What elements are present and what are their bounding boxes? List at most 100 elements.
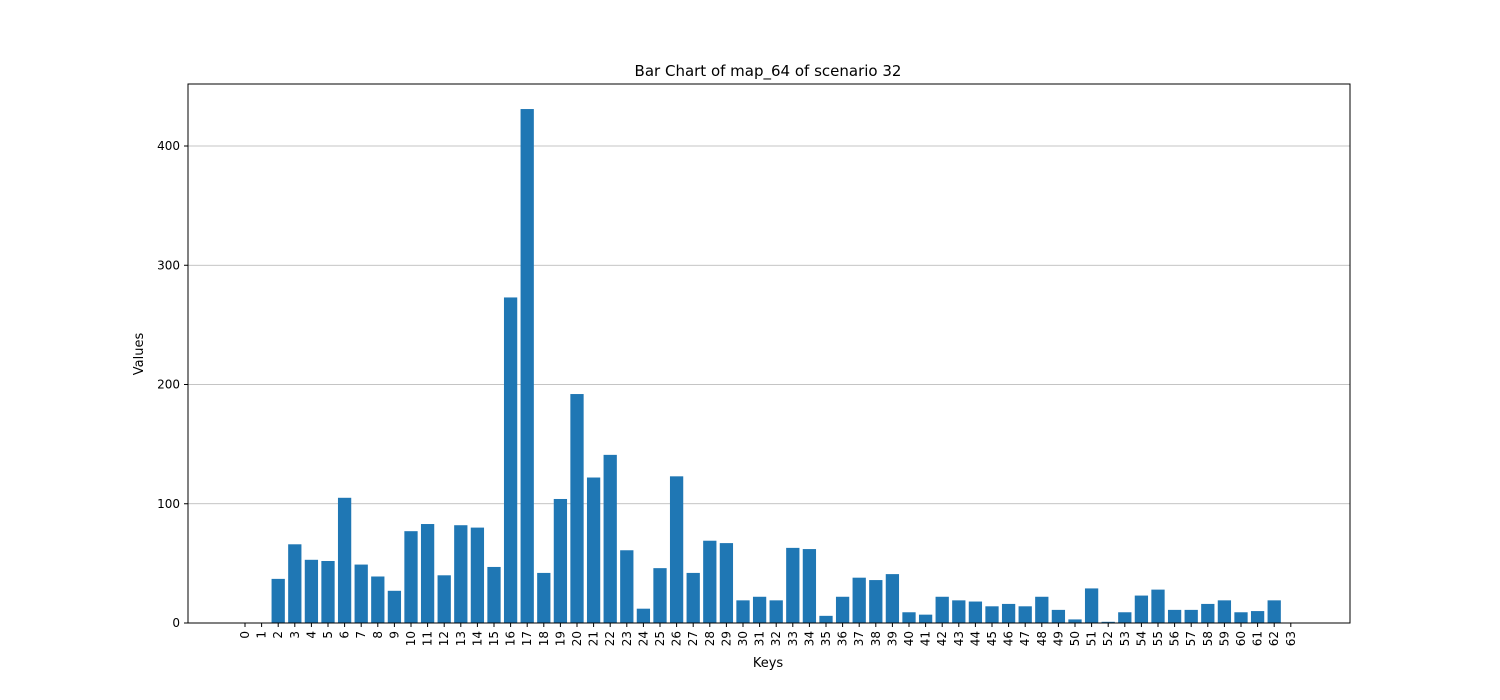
y-tick-label: 400 (157, 139, 180, 153)
x-tick-label: 56 (1168, 631, 1182, 646)
bar-23 (620, 550, 634, 623)
x-tick-label: 63 (1284, 631, 1298, 646)
x-tick-label: 61 (1251, 631, 1265, 646)
bar-58 (1201, 603, 1215, 623)
x-tick-label: 22 (603, 631, 617, 646)
bar-45 (985, 606, 999, 623)
x-tick-label: 23 (620, 631, 634, 646)
x-tick-label: 42 (935, 631, 949, 646)
bar-61 (1250, 611, 1265, 623)
bar-50 (1068, 619, 1082, 623)
bar-48 (1035, 596, 1049, 623)
x-tick-label: 20 (570, 631, 584, 646)
bar-12 (437, 575, 451, 623)
x-tick-label: 45 (985, 631, 999, 646)
bar-60 (1234, 612, 1248, 623)
bar-33 (786, 547, 800, 623)
bar-4 (304, 559, 319, 623)
x-tick-label: 40 (902, 631, 916, 646)
bar-16 (503, 297, 518, 623)
x-tick-label: 59 (1217, 631, 1231, 646)
bar-5 (321, 560, 335, 623)
x-tick-label: 43 (952, 631, 966, 646)
bar-22 (603, 454, 617, 623)
x-tick-label: 31 (753, 631, 767, 646)
bar-62 (1267, 600, 1281, 623)
bar-17 (520, 109, 534, 623)
grid-lines (188, 145, 1350, 505)
x-tick-label: 49 (1051, 631, 1065, 646)
bar-47 (1018, 606, 1032, 623)
x-tick-label: 57 (1184, 631, 1198, 646)
x-tick-label: 8 (371, 631, 385, 639)
x-tick-label: 38 (869, 631, 883, 646)
bar-14 (470, 527, 485, 623)
bar-44 (968, 601, 983, 623)
bar-11 (420, 524, 435, 623)
x-tick-label: 62 (1267, 631, 1281, 646)
bar-20 (570, 394, 584, 623)
y-axis: 0 100 200 300 400 (157, 139, 188, 630)
bar-53 (1118, 612, 1132, 623)
x-tick-label: 41 (919, 631, 933, 646)
bar-30 (736, 600, 750, 623)
bar-18 (537, 572, 551, 623)
x-tick-label: 36 (836, 631, 850, 646)
bar-9 (387, 590, 402, 623)
x-tick-label: 53 (1118, 631, 1132, 646)
bar-37 (852, 577, 866, 623)
x-tick-label: 34 (802, 631, 816, 646)
bar-29 (719, 543, 734, 623)
bar-56 (1167, 609, 1182, 623)
x-tick-label: 47 (1018, 631, 1032, 646)
bar-34 (802, 549, 817, 623)
x-tick-label: 16 (504, 631, 518, 646)
plot-frame (187, 83, 1351, 624)
bar-24 (636, 608, 651, 623)
x-tick-label: 19 (553, 631, 567, 646)
x-tick-label: 58 (1201, 631, 1215, 646)
x-tick-label: 15 (487, 631, 501, 646)
x-tick-label: 5 (321, 631, 335, 639)
bar-38 (869, 580, 883, 623)
x-tick-label: 48 (1035, 631, 1049, 646)
bar-54 (1134, 595, 1149, 623)
x-tick-label: 26 (670, 631, 684, 646)
x-tick-label: 51 (1085, 631, 1099, 646)
x-tick-label: 29 (719, 631, 733, 646)
bar-36 (835, 596, 850, 623)
bar-19 (553, 498, 568, 623)
bar-10 (404, 531, 418, 623)
x-tick-label: 18 (537, 631, 551, 646)
bar-3 (288, 544, 302, 623)
x-tick-label: 60 (1234, 631, 1248, 646)
x-tick-label: 37 (852, 631, 866, 646)
bar-21 (586, 477, 601, 623)
bars (271, 109, 1281, 623)
bar-43 (952, 600, 966, 623)
x-tick-label: 44 (968, 631, 982, 646)
bar-52 (1101, 621, 1115, 623)
x-tick-label: 55 (1151, 631, 1165, 646)
x-tick-label: 4 (304, 631, 318, 639)
y-axis-title: Values (132, 333, 147, 376)
x-axis-title: Keys (753, 656, 784, 671)
bar-32 (769, 600, 783, 623)
x-tick-label: 6 (338, 631, 352, 639)
x-tick-label: 11 (421, 631, 435, 646)
bar-7 (354, 564, 368, 623)
bar-15 (487, 566, 501, 623)
x-tick-label: 14 (470, 631, 484, 646)
bar-27 (686, 572, 700, 623)
x-tick-label: 9 (387, 631, 401, 639)
x-tick-label: 27 (686, 631, 700, 646)
bar-57 (1184, 609, 1198, 623)
bar-51 (1084, 588, 1099, 623)
x-tick-label: 50 (1068, 631, 1082, 646)
bar-28 (703, 540, 717, 623)
bar-55 (1151, 589, 1165, 623)
x-tick-label: 39 (885, 631, 899, 646)
x-tick-label: 1 (255, 631, 269, 639)
y-tick-label: 200 (157, 378, 180, 392)
